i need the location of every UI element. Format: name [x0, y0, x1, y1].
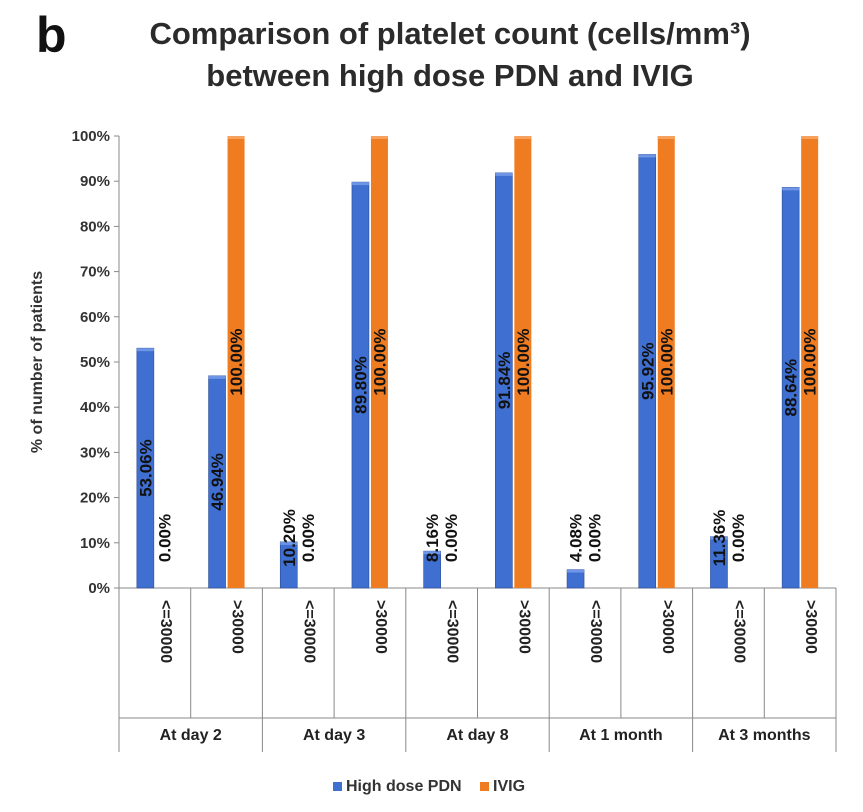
bar-value-label-ivig: 0.00%	[729, 514, 748, 562]
bar-value-label-ivig: 0.00%	[155, 514, 174, 562]
bar-cap-ivig	[514, 136, 532, 139]
x-category-label: <=30000	[157, 600, 174, 663]
y-axis-label: % of number of patients	[29, 271, 46, 453]
bar-value-label-ivig: 100.00%	[801, 328, 820, 395]
bar-value-label-ivig: 0.00%	[442, 514, 461, 562]
y-tick-label: 70%	[80, 264, 110, 281]
bar-value-label-pdn: 53.06%	[136, 439, 155, 497]
x-category-label: <=30000	[587, 600, 604, 663]
legend-swatch-ivig	[480, 782, 489, 792]
bar-cap-ivig	[227, 136, 245, 139]
bar-cap-pdn	[423, 551, 441, 555]
y-tick-label: 90%	[80, 173, 110, 190]
bar-cap-pdn	[495, 172, 513, 176]
bar-value-label-ivig: 100.00%	[657, 328, 676, 395]
bar-value-label-pdn: 95.92%	[638, 342, 657, 400]
x-category-label: >30000	[515, 600, 532, 654]
bar-value-label-pdn: 46.94%	[208, 453, 227, 511]
legend-label-pdn: High dose PDN	[346, 778, 462, 795]
bar-cap-pdn	[710, 536, 728, 540]
x-category-label: <=30000	[444, 600, 461, 663]
x-category-label: >30000	[659, 600, 676, 654]
bar-value-label-ivig: 0.00%	[299, 514, 318, 562]
y-tick-label: 10%	[80, 535, 110, 552]
bar-cap-ivig	[801, 136, 819, 139]
y-tick-label: 40%	[80, 399, 110, 416]
bar-value-label-pdn: 11.36%	[710, 510, 729, 567]
chart-title-line-2: between high dose PDN and IVIG	[206, 58, 694, 93]
bar-value-label-pdn: 10.20%	[280, 509, 299, 567]
legend-label-ivig: IVIG	[493, 778, 526, 795]
bar-cap-pdn	[208, 375, 226, 379]
panel-letter: b	[36, 7, 67, 63]
y-tick-label: 30%	[80, 444, 110, 461]
bar-value-label-pdn: 89.80%	[351, 356, 370, 414]
bar-value-label-ivig: 100.00%	[514, 328, 533, 395]
x-group-label: At day 2	[160, 727, 222, 744]
x-category-label: <=30000	[730, 600, 747, 663]
bar-ivig	[657, 136, 675, 588]
y-tick-label: 50%	[80, 354, 110, 371]
bar-value-label-pdn: 88.64%	[782, 359, 801, 417]
legend-item-ivig: IVIG	[480, 778, 525, 796]
bar-value-label-ivig: 100.00%	[227, 328, 246, 395]
y-tick-label: 20%	[80, 490, 110, 507]
x-group-label: At 3 months	[718, 727, 811, 744]
bar-cap-pdn	[280, 541, 298, 545]
bar-cap-pdn	[638, 154, 656, 158]
legend-swatch-pdn	[333, 782, 342, 792]
x-category-label: >30000	[229, 600, 246, 654]
y-tick-label: 0%	[88, 580, 110, 597]
x-group-label: At day 8	[446, 727, 508, 744]
bar-ivig	[514, 136, 532, 588]
y-tick-label: 80%	[80, 218, 110, 235]
bar-value-label-pdn: 91.84%	[495, 352, 514, 410]
bar-cap-pdn	[782, 187, 800, 191]
bar-cap-ivig	[657, 136, 675, 139]
bar-ivig	[370, 136, 388, 588]
bar-cap-ivig	[370, 136, 388, 139]
bar-ivig	[227, 136, 245, 588]
y-tick-label: 100%	[72, 128, 110, 145]
legend-item-pdn: High dose PDN	[333, 778, 462, 796]
x-group-label: At day 3	[303, 727, 365, 744]
x-category-label: >30000	[372, 600, 389, 654]
bar-value-label-pdn: 4.08%	[567, 514, 586, 562]
bar-value-label-pdn: 8.16%	[423, 514, 442, 562]
bar-ivig	[801, 136, 819, 588]
bar-cap-pdn	[136, 348, 154, 352]
bar-value-label-ivig: 0.00%	[586, 514, 605, 562]
bar-cap-pdn	[351, 182, 369, 186]
bar-cap-pdn	[567, 569, 585, 573]
x-category-label: <=30000	[300, 600, 317, 663]
chart-title-line-1: Comparison of platelet count (cells/mm³)	[149, 16, 751, 51]
x-group-label: At 1 month	[579, 727, 663, 744]
y-tick-label: 60%	[80, 309, 110, 326]
x-category-label: >30000	[802, 600, 819, 654]
bar-value-label-ivig: 100.00%	[370, 328, 389, 395]
